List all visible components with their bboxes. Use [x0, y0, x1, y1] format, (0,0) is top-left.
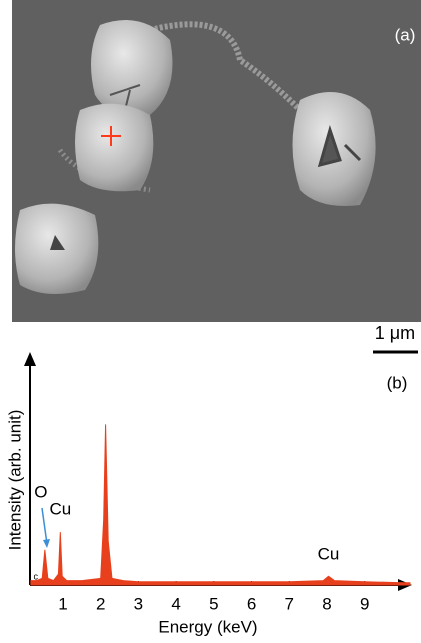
x-tick-label: 5: [209, 594, 218, 613]
x-tick-label: 4: [171, 594, 180, 613]
x-tick-label: 7: [285, 594, 294, 613]
x-tick-label: 1: [58, 594, 67, 613]
x-tick-label: 8: [322, 594, 331, 613]
annotation: Cu: [318, 544, 340, 563]
annotation: Cu: [49, 499, 71, 518]
y-axis-label: Intensity (arb. unit): [5, 410, 24, 551]
panel-label: (b): [387, 373, 408, 392]
annotation: O: [34, 482, 47, 501]
x-tick-label: 3: [134, 594, 143, 613]
axes: [24, 352, 412, 591]
x-tick-label: 6: [247, 594, 256, 613]
x-tick-label: 2: [96, 594, 105, 613]
x-tick-label: 9: [360, 594, 369, 613]
panel-label: (a): [395, 25, 416, 44]
x-axis-label: Energy (keV): [158, 617, 257, 636]
annotation: c: [34, 571, 39, 581]
sem-image: (a): [12, 0, 421, 322]
figure: (a) 1 μm (b) Energy (keV) Intensity (arb…: [0, 0, 421, 638]
scale-bar-label: 1 μm: [375, 323, 415, 343]
spectrum: [31, 424, 410, 585]
